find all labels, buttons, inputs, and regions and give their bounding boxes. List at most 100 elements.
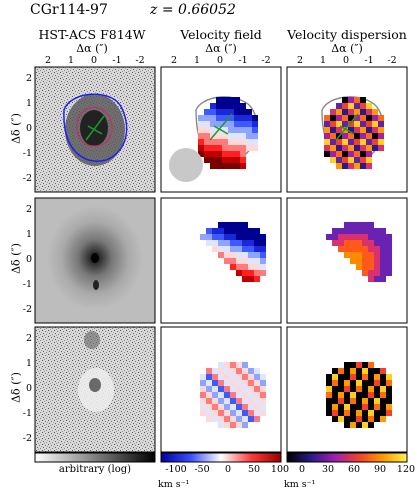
- map-pixel: [368, 422, 374, 428]
- map-pixel: [260, 392, 266, 398]
- map-pixel: [254, 410, 260, 416]
- map-pixel: [348, 121, 354, 127]
- map-pixel: [326, 410, 332, 416]
- map-pixel: [218, 392, 224, 398]
- map-pixel: [380, 392, 386, 398]
- map-pixel: [248, 252, 254, 258]
- map-pixel: [254, 386, 260, 392]
- map-pixel: [348, 145, 354, 151]
- x-tick-col2: -1: [238, 55, 248, 66]
- map-pixel: [212, 410, 218, 416]
- map-pixel: [236, 240, 242, 246]
- map-pixel: [360, 103, 366, 109]
- map-pixel: [348, 127, 354, 133]
- map-pixel: [356, 368, 362, 374]
- map-pixel: [254, 270, 260, 276]
- map-pixel: [386, 404, 392, 410]
- map-pixel: [230, 410, 236, 416]
- map-pixel: [348, 157, 354, 163]
- map-pixel: [240, 121, 246, 127]
- map-pixel: [246, 145, 252, 151]
- map-pixel: [386, 380, 392, 386]
- map-pixel: [206, 392, 212, 398]
- map-pixel: [210, 151, 216, 157]
- map-pixel: [216, 115, 222, 121]
- panel-dispersion-residual: [286, 326, 408, 453]
- map-pixel: [360, 145, 366, 151]
- map-pixel: [240, 103, 246, 109]
- map-pixel: [246, 133, 252, 139]
- map-pixel: [236, 264, 242, 270]
- map-pixel: [218, 368, 224, 374]
- map-pixel: [212, 386, 218, 392]
- x-tick-col2: 2: [170, 55, 178, 66]
- map-pixel: [260, 374, 266, 380]
- map-pixel: [368, 380, 374, 386]
- map-pixel: [368, 374, 374, 380]
- x-tick-col3: 0: [342, 55, 350, 66]
- map-pixel: [332, 228, 338, 234]
- map-pixel: [230, 362, 236, 368]
- colorbar-velocity: [160, 452, 282, 463]
- map-pixel: [254, 392, 260, 398]
- map-pixel: [216, 97, 222, 103]
- map-pixel: [368, 362, 374, 368]
- map-pixel: [240, 139, 246, 145]
- map-pixel: [344, 416, 350, 422]
- colorbar-velocity-unit: km s⁻¹: [158, 479, 190, 490]
- map-pixel: [344, 422, 350, 428]
- map-pixel: [224, 416, 230, 422]
- map-pixel: [366, 115, 372, 121]
- map-pixel: [332, 410, 338, 416]
- map-pixel: [350, 252, 356, 258]
- map-pixel: [368, 246, 374, 252]
- map-pixel: [212, 368, 218, 374]
- map-pixel: [218, 410, 224, 416]
- map-pixel: [228, 127, 234, 133]
- map-pixel: [350, 380, 356, 386]
- map-pixel: [236, 380, 242, 386]
- map-pixel: [386, 392, 392, 398]
- map-pixel: [344, 386, 350, 392]
- map-pixel: [254, 404, 260, 410]
- map-pixel: [240, 127, 246, 133]
- map-pixel: [242, 276, 248, 282]
- map-pixel: [224, 380, 230, 386]
- map-pixel: [204, 121, 210, 127]
- map-pixel: [252, 115, 258, 121]
- map-pixel: [248, 276, 254, 282]
- map-pixel: [330, 133, 336, 139]
- map-pixel: [386, 252, 392, 258]
- map-pixel: [324, 133, 330, 139]
- map-pixel: [206, 410, 212, 416]
- map-pixel: [378, 127, 384, 133]
- map-pixel: [350, 258, 356, 264]
- map-pixel: [326, 374, 332, 380]
- map-pixel: [234, 109, 240, 115]
- map-pixel: [366, 145, 372, 151]
- map-pixel: [240, 145, 246, 151]
- map-pixel: [386, 258, 392, 264]
- map-pixel: [252, 127, 258, 133]
- map-pixel: [332, 380, 338, 386]
- map-pixel: [236, 246, 242, 252]
- map-pixel: [360, 151, 366, 157]
- map-pixel: [368, 392, 374, 398]
- map-pixel: [234, 115, 240, 121]
- map-pixel: [248, 410, 254, 416]
- x-tick-col1: 2: [44, 55, 52, 66]
- panel-residual-image: [34, 326, 156, 453]
- map-pixel: [230, 228, 236, 234]
- map-pixel: [344, 380, 350, 386]
- map-pixel: [222, 157, 228, 163]
- map-pixel: [206, 228, 212, 234]
- map-pixel: [342, 115, 348, 121]
- map-pixel: [206, 368, 212, 374]
- column-title-velocity: Velocity field: [180, 27, 262, 42]
- map-pixel: [330, 127, 336, 133]
- map-pixel: [374, 374, 380, 380]
- map-pixel: [354, 163, 360, 169]
- map-pixel: [234, 133, 240, 139]
- map-pixel: [248, 246, 254, 252]
- map-pixel: [374, 252, 380, 258]
